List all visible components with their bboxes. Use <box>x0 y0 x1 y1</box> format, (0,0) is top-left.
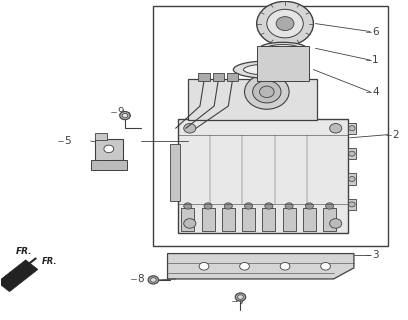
Circle shape <box>237 295 243 299</box>
Circle shape <box>276 17 294 31</box>
Ellipse shape <box>267 44 299 52</box>
Circle shape <box>104 145 114 153</box>
Text: 5: 5 <box>64 136 71 146</box>
Bar <box>202 208 215 231</box>
Circle shape <box>321 262 330 270</box>
Text: 7: 7 <box>238 296 245 306</box>
Circle shape <box>330 124 342 133</box>
Circle shape <box>122 113 128 118</box>
Circle shape <box>184 203 192 209</box>
Ellipse shape <box>233 61 304 78</box>
Bar <box>213 73 224 81</box>
Polygon shape <box>95 140 123 165</box>
Circle shape <box>349 177 355 181</box>
Bar <box>303 208 316 231</box>
Bar <box>222 208 235 231</box>
Bar <box>262 208 275 231</box>
Circle shape <box>120 111 130 120</box>
Circle shape <box>349 202 355 207</box>
Bar <box>198 73 210 81</box>
Circle shape <box>267 9 303 38</box>
Polygon shape <box>168 253 354 279</box>
Text: 4: 4 <box>372 87 379 97</box>
Bar <box>283 208 295 231</box>
Circle shape <box>349 151 355 156</box>
Text: FR.: FR. <box>42 257 58 266</box>
Circle shape <box>184 124 196 133</box>
Bar <box>323 208 336 231</box>
Circle shape <box>280 262 290 270</box>
Circle shape <box>184 219 196 228</box>
Circle shape <box>253 81 281 103</box>
Bar <box>95 133 107 140</box>
Circle shape <box>305 203 313 209</box>
Bar <box>242 208 255 231</box>
Circle shape <box>257 1 313 46</box>
Ellipse shape <box>244 64 294 75</box>
Text: 2: 2 <box>392 130 399 140</box>
Polygon shape <box>0 260 38 292</box>
Bar <box>153 6 388 246</box>
Text: FR.: FR. <box>16 247 32 257</box>
Text: 8: 8 <box>137 274 144 284</box>
Circle shape <box>235 293 246 301</box>
Bar <box>227 73 238 81</box>
Bar <box>91 160 127 170</box>
Bar <box>188 79 317 120</box>
Bar <box>257 46 309 81</box>
Text: 3: 3 <box>372 250 379 260</box>
Circle shape <box>349 126 355 131</box>
Circle shape <box>330 219 342 228</box>
Circle shape <box>285 203 293 209</box>
Circle shape <box>265 203 273 209</box>
Circle shape <box>259 86 274 98</box>
Circle shape <box>151 278 156 282</box>
Bar <box>181 208 194 231</box>
Bar <box>177 119 348 233</box>
Bar <box>348 148 356 159</box>
Text: 6: 6 <box>372 27 379 36</box>
Bar <box>348 123 356 134</box>
Circle shape <box>326 203 334 209</box>
Text: 9: 9 <box>117 108 124 117</box>
Bar <box>170 144 180 201</box>
Bar <box>348 173 356 185</box>
Circle shape <box>204 203 212 209</box>
Text: 1: 1 <box>372 55 379 65</box>
Circle shape <box>224 203 233 209</box>
Circle shape <box>244 203 253 209</box>
Circle shape <box>239 262 249 270</box>
Circle shape <box>244 74 289 109</box>
Circle shape <box>148 276 159 284</box>
Circle shape <box>199 262 209 270</box>
Bar <box>348 199 356 210</box>
Ellipse shape <box>260 42 306 54</box>
